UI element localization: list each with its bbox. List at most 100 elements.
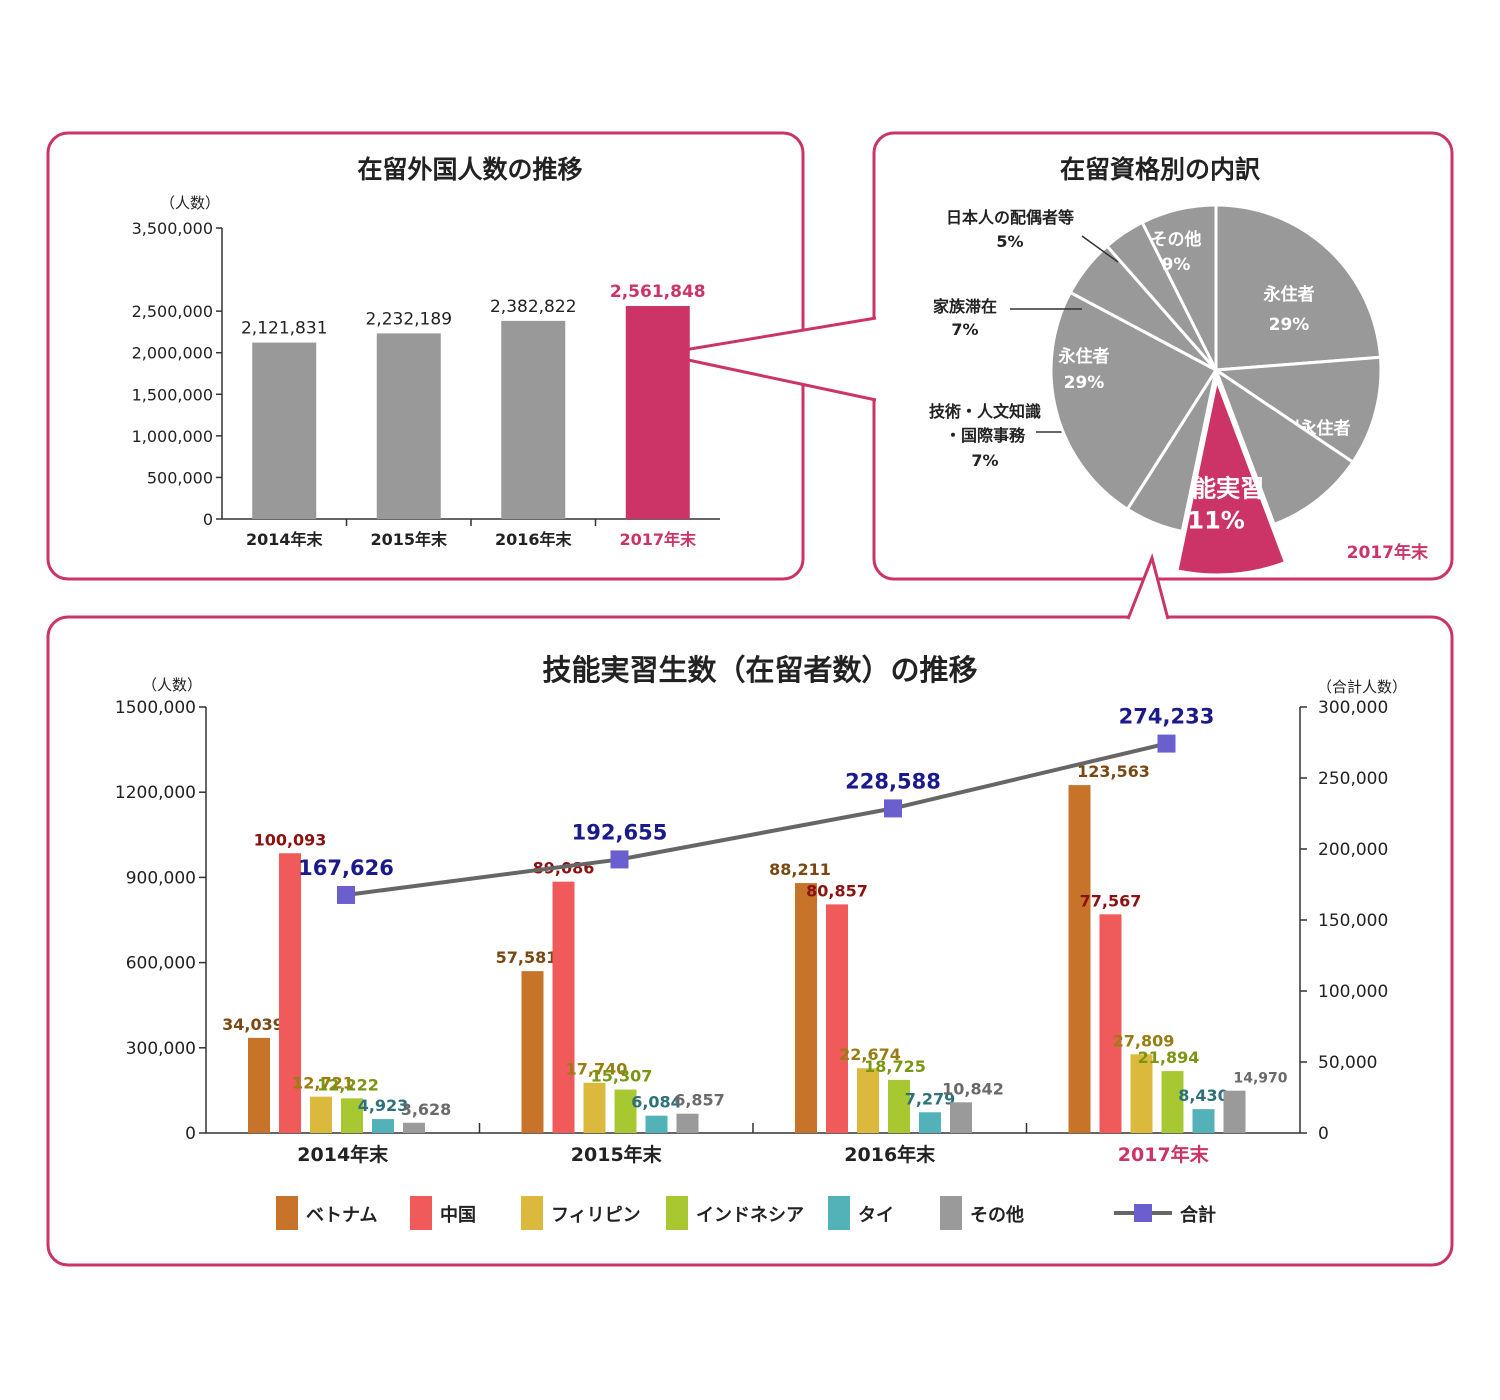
y-tick-label: 900,000: [126, 868, 196, 888]
bar-vietnam: [248, 1037, 270, 1133]
pie-leader-line: [1081, 235, 1119, 263]
bar-other: [403, 1122, 425, 1133]
bar-other: [1223, 1090, 1246, 1133]
bar-value-label: 21,894: [1138, 1048, 1200, 1067]
bar-value-label: 27,809: [1113, 1031, 1175, 1050]
pie-slice: [1175, 374, 1288, 577]
total-value-label: 192,655: [572, 820, 668, 844]
bar-value-label: 6,857: [674, 1091, 725, 1110]
bar: [252, 342, 317, 519]
legend-label: フィリピン: [551, 1205, 641, 1226]
bar-value-label: 12,721: [292, 1074, 354, 1093]
y-tick-label: 1,500,000: [132, 385, 213, 404]
bar-value-label: 77,567: [1080, 891, 1142, 910]
bar-value-label: 22,674: [839, 1045, 901, 1064]
legend-trainees: ベトナム 中国 フィリピン インドネシア タイ その他 合計: [276, 1196, 1216, 1230]
bar-value-label: 123,563: [1077, 762, 1150, 781]
bar-philippines: [583, 1082, 606, 1133]
total-value-label: 274,233: [1119, 705, 1215, 729]
x-tick-label: 2014年末: [297, 1143, 389, 1166]
y-axis-label: （人数）: [160, 194, 220, 212]
bar-value-label: 7,279: [905, 1089, 956, 1108]
bar-other: [950, 1102, 972, 1133]
bar-value-label: 12,222: [317, 1075, 379, 1094]
bar-vietnam: [1068, 785, 1091, 1133]
y2-axis-label: （合計人数）: [1317, 678, 1407, 696]
legend-label: 合計: [1180, 1204, 1216, 1226]
y-tick-label: 1200,000: [115, 783, 196, 803]
x-tick-label: 2017年末: [619, 530, 697, 549]
bar-thailand: [919, 1112, 941, 1133]
y-tick-label: 0: [185, 1124, 196, 1144]
bar-value-label: 6,084: [631, 1093, 682, 1112]
callout-bar-to-pie: [660, 318, 876, 400]
y-tick-label: 300,000: [126, 1039, 196, 1059]
bar-value-label: 15,307: [591, 1067, 653, 1086]
x-tick-label: 2014年末: [246, 530, 324, 549]
pie-slice-label-line2: ・国際事務: [945, 426, 1026, 445]
legend-label: 中国: [440, 1204, 476, 1226]
bar: [625, 306, 690, 519]
pie-slice-pct: 5%: [996, 232, 1023, 251]
bar-china: [552, 881, 575, 1133]
bar-indonesia: [614, 1089, 637, 1133]
total-value-label: 167,626: [298, 856, 394, 880]
total-value-label: 228,588: [845, 769, 941, 793]
legend-swatch-philippines: [521, 1196, 543, 1230]
y2-tick-label: 0: [1318, 1124, 1329, 1144]
y2-tick-label: 200,000: [1318, 840, 1388, 860]
y2-tick-label: 100,000: [1318, 982, 1388, 1002]
bar-value-label: 2,121,831: [241, 319, 328, 339]
combo-chart-trainees: （人数） （合計人数） 0 300,000 600,000 900,000 1200,000…: [115, 676, 1407, 1166]
title-foreign-residents: 在留外国人数の推移: [357, 155, 582, 184]
bar-value-label: 80,857: [806, 881, 868, 900]
bar-value-label: 3,628: [401, 1100, 452, 1119]
bar-china: [279, 853, 301, 1133]
y2-tick-label: 50,000: [1318, 1053, 1377, 1073]
legend-total-marker: [1134, 1204, 1152, 1222]
y-tick-label: 3,500,000: [132, 219, 213, 238]
legend-swatch-vietnam: [276, 1196, 298, 1230]
legend-label: その他: [970, 1204, 1024, 1226]
y2-tick-label: 250,000: [1318, 769, 1388, 789]
bar-thailand: [1192, 1109, 1215, 1133]
x-tick-label: 2016年末: [495, 530, 573, 549]
x-tick-label: 2017年末: [1118, 1143, 1210, 1166]
pie-slice-pct: 11%: [1187, 507, 1244, 535]
pie-slice: [1214, 203, 1383, 372]
pie-slice-label: 家族滞在: [933, 297, 997, 316]
bar-vietnam: [521, 971, 544, 1133]
callout-pie-to-trainees: [1128, 558, 1168, 619]
bar-value-label: 57,581: [496, 948, 558, 967]
callout-bar-to-pie-edge-top: [659, 316, 877, 356]
pie-slice-pct: 9%: [1162, 255, 1191, 275]
pie-slice-label: その他: [1151, 229, 1202, 250]
legend-label: タイ: [858, 1205, 894, 1226]
total-marker: [1157, 734, 1176, 753]
bar-other: [676, 1113, 699, 1133]
bar-thailand: [645, 1115, 668, 1133]
bar-vietnam: [795, 883, 817, 1133]
bar-value-label: 34,039: [222, 1015, 284, 1034]
legend-swatch-indonesia: [666, 1196, 688, 1230]
pie-slice-pct: 29%: [1064, 373, 1105, 393]
bar-value-label: 2,561,848: [610, 282, 706, 302]
y-tick-label: 0: [203, 510, 213, 529]
y-tick-label: 2,500,000: [132, 302, 213, 321]
bar: [501, 320, 566, 519]
pie-slice-pct: 7%: [951, 320, 978, 339]
bar-philippines: [857, 1068, 879, 1133]
callout-bar-to-pie-edge-bottom: [659, 352, 877, 402]
pie-slice-pct: 29%: [1269, 315, 1310, 335]
bar-value-label: 100,093: [254, 830, 327, 849]
bar-philippines: [1130, 1054, 1153, 1133]
bar-value-label: 2,232,189: [365, 309, 452, 329]
callout-pie-to-trainees-edge: [1126, 553, 1170, 620]
total-marker: [610, 850, 629, 869]
y-tick-label: 500,000: [147, 468, 213, 487]
bar: [376, 333, 441, 519]
legend-swatch-thailand: [828, 1196, 850, 1230]
bar-value-label: 8,430: [1178, 1086, 1229, 1105]
pie-chart-status-breakdown: 永住者29%特別永住者13%留学12%技能実習11%技術・人文知識・国際事務7%…: [929, 203, 1429, 577]
